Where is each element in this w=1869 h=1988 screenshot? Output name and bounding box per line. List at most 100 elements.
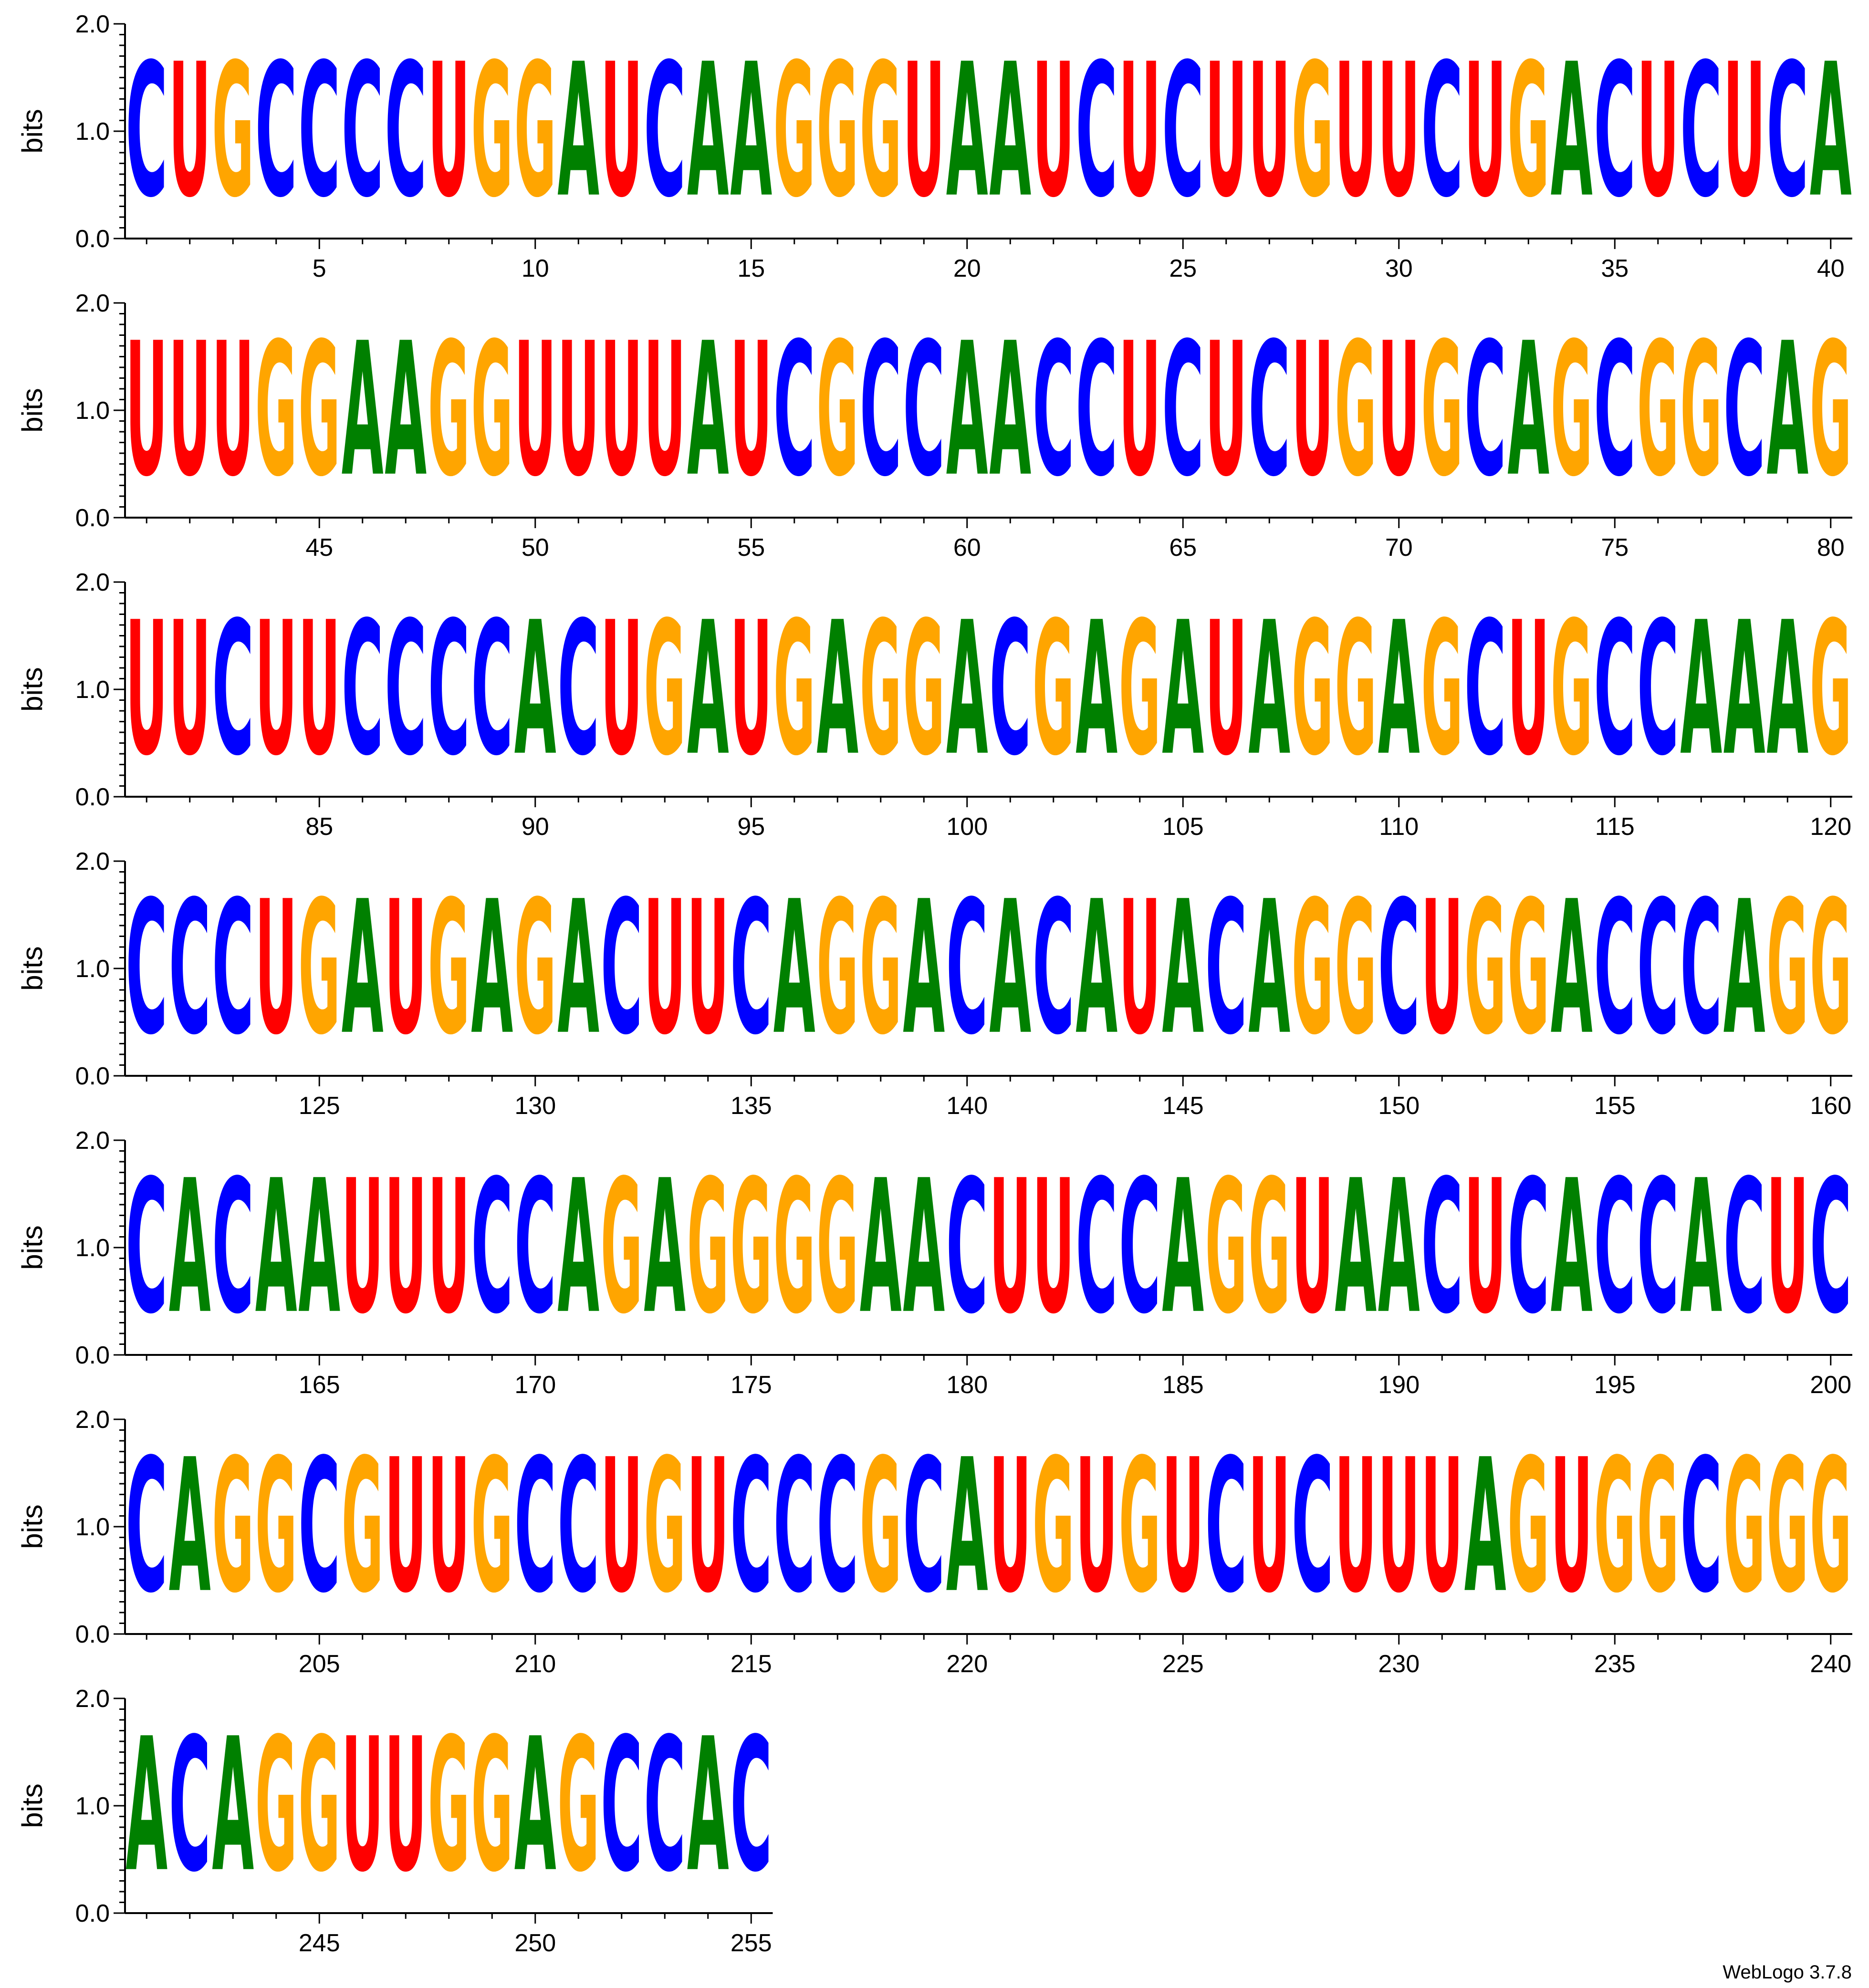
y-tick-label: 2.0 <box>75 569 110 596</box>
x-tick-label: 195 <box>1594 1371 1636 1399</box>
logo-letter-U: U <box>514 303 556 517</box>
y-tick-label: 1.0 <box>75 955 110 983</box>
logo-letter-U: U <box>1292 303 1334 517</box>
logo-letter-G: G <box>1464 862 1506 1075</box>
x-tick-label: 220 <box>946 1650 988 1678</box>
logo-letter-C: C <box>1680 1421 1722 1634</box>
logo-letter-G: G <box>1551 583 1593 796</box>
logo-letter-C: C <box>1075 25 1117 239</box>
logo-letter-U: U <box>1464 1141 1506 1354</box>
logo-letter-U: U <box>1162 1420 1204 1634</box>
logo-letter-A: A <box>212 1699 254 1913</box>
logo-letter-A: A <box>1248 862 1291 1075</box>
logo-letter-C: C <box>514 1421 556 1634</box>
logo-letter-U: U <box>125 303 167 517</box>
x-tick-label: 30 <box>1385 255 1413 282</box>
logo-letter-C: C <box>644 1700 686 1913</box>
logo-letter-U: U <box>1205 24 1247 238</box>
x-tick-label: 130 <box>514 1092 556 1120</box>
x-tick-label: 165 <box>299 1371 340 1399</box>
logo-letter-G: G <box>773 583 815 796</box>
logo-letter-U: U <box>1766 1141 1808 1354</box>
logo-letter-C: C <box>1162 25 1204 239</box>
x-tick-label: 80 <box>1817 534 1845 562</box>
logo-letter-C: C <box>298 1421 340 1634</box>
logo-letter-C: C <box>557 1421 599 1634</box>
logo-letter-G: G <box>1680 303 1722 517</box>
y-tick-label: 2.0 <box>75 1685 110 1713</box>
x-tick-label: 245 <box>299 1929 340 1957</box>
x-tick-label: 205 <box>299 1650 340 1678</box>
logo-letter-A: A <box>946 303 989 517</box>
logo-letter-U: U <box>989 1420 1031 1634</box>
logo-letter-G: G <box>471 1699 513 1913</box>
logo-letter-C: C <box>1680 25 1722 239</box>
logo-letter-A: A <box>298 1141 341 1354</box>
logo-letter-G: G <box>644 583 686 796</box>
logo-letter-C: C <box>1810 1142 1852 1355</box>
x-tick-label: 150 <box>1378 1092 1420 1120</box>
y-axis-label: bits <box>16 109 48 153</box>
logo-letter-C: C <box>125 1421 167 1634</box>
logo-letter-U: U <box>644 303 686 517</box>
logo-letter-G: G <box>428 1699 470 1913</box>
logo-letter-G: G <box>1421 303 1463 517</box>
logo-letter-U: U <box>255 583 297 796</box>
logo-letter-A: A <box>730 24 773 238</box>
x-tick-label: 230 <box>1378 1650 1420 1678</box>
logo-letter-C: C <box>816 1421 858 1634</box>
logo-letter-C: C <box>169 1700 211 1913</box>
logo-letter-G: G <box>1507 1420 1549 1634</box>
logo-letter-G: G <box>1594 1420 1636 1634</box>
logo-letter-U: U <box>1119 303 1161 517</box>
x-tick-label: 115 <box>1595 813 1635 841</box>
logo-letter-A: A <box>1378 1141 1420 1354</box>
x-tick-label: 35 <box>1601 255 1629 282</box>
logo-letter-U: U <box>212 303 254 517</box>
logo-letter-A: A <box>342 303 384 517</box>
logo-letter-C: C <box>644 25 686 239</box>
logo-letter-G: G <box>1637 303 1679 517</box>
logo-letter-A: A <box>1162 583 1204 796</box>
logo-letter-U: U <box>644 862 686 1075</box>
logo-letter-C: C <box>1464 583 1506 797</box>
logo-letter-A: A <box>1248 583 1291 796</box>
logo-letter-U: U <box>1378 24 1420 238</box>
logo-letter-G: G <box>428 303 470 517</box>
logo-letter-U: U <box>385 1141 427 1354</box>
logo-letter-C: C <box>1033 304 1075 518</box>
y-tick-label: 1.0 <box>75 397 110 425</box>
logo-letter-A: A <box>860 1141 902 1354</box>
logo-letter-C: C <box>1766 25 1808 239</box>
y-tick-label: 2.0 <box>75 10 110 38</box>
logo-letter-U: U <box>1507 583 1549 796</box>
logo-letter-U: U <box>125 583 167 796</box>
logo-letter-C: C <box>903 304 945 518</box>
logo-letter-G: G <box>1335 303 1377 517</box>
y-tick-label: 0.0 <box>75 783 110 811</box>
y-axis-label: bits <box>16 1504 48 1549</box>
y-tick-label: 0.0 <box>75 1900 110 1927</box>
logo-letter-U: U <box>601 583 643 796</box>
logo-letter-C: C <box>169 863 211 1076</box>
logo-letter-A: A <box>1810 24 1852 238</box>
logo-letter-U: U <box>1248 1420 1290 1634</box>
logo-letter-C: C <box>298 25 340 239</box>
logo-letter-U: U <box>385 862 427 1075</box>
logo-letter-G: G <box>471 24 513 238</box>
logo-letter-U: U <box>1205 583 1247 796</box>
y-tick-label: 0.0 <box>75 225 110 253</box>
x-tick-label: 40 <box>1817 255 1845 282</box>
logo-letter-A: A <box>1464 1420 1507 1634</box>
x-tick-label: 60 <box>953 534 981 562</box>
logo-letter-G: G <box>298 862 340 1075</box>
logo-letter-A: A <box>644 1141 686 1354</box>
logo-letter-G: G <box>816 862 858 1075</box>
logo-letter-A: A <box>557 24 600 238</box>
logo-letter-A: A <box>169 1141 211 1354</box>
logo-letter-A: A <box>946 24 989 238</box>
logo-letter-U: U <box>601 24 643 238</box>
